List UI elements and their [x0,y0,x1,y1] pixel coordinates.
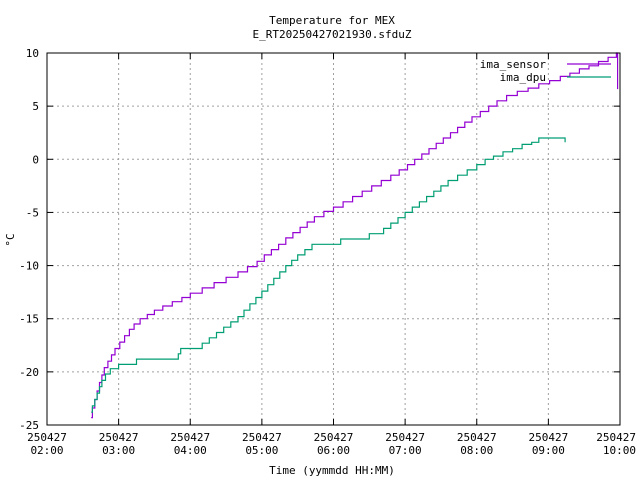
y-tick-label: 0 [32,153,39,166]
y-tick-label: -20 [19,366,39,379]
x-tick-label-date: 250427 [27,431,67,444]
legend-label: ima_dpu [500,71,546,84]
x-tick-label-date: 250427 [529,431,569,444]
x-axis-label: Time (yymmdd HH:MM) [269,464,395,477]
x-tick-label-time: 07:00 [389,444,422,457]
series-line-ima-sensor [91,52,619,419]
x-tick-label-date: 250427 [242,431,282,444]
x-tick-label-date: 250427 [314,431,354,444]
x-tick-label-time: 03:00 [102,444,135,457]
x-tick-label-date: 250427 [596,431,636,444]
x-tick-label-time: 02:00 [30,444,63,457]
chart-title: Temperature for MEX [269,14,395,27]
x-tick-label-date: 250427 [170,431,210,444]
chart-subtitle: E_RT20250427021930.sfduZ [253,28,412,41]
plot-frame [46,52,621,426]
legend-label: ima_sensor [480,58,547,71]
x-tick-label-time: 04:00 [174,444,207,457]
x-tick-label-time: 08:00 [460,444,493,457]
y-tick-label: -5 [26,206,39,219]
x-tick-label-date: 250427 [385,431,425,444]
y-axis-label: °C [4,233,17,246]
y-tick-label: -10 [19,260,39,273]
x-tick-label-time: 09:00 [532,444,565,457]
x-tick-label-time: 10:00 [603,444,636,457]
y-tick-label: 5 [32,100,39,113]
x-tick-label-time: 06:00 [317,444,350,457]
y-tick-label: 10 [26,47,39,60]
y-tick-label: -25 [19,419,39,432]
axis-ticks: -25-20-15-10-5051025042702:0025042703:00… [19,47,636,457]
y-tick-label: -15 [19,313,39,326]
x-tick-label-date: 250427 [457,431,497,444]
x-tick-label-date: 250427 [99,431,139,444]
series-lines [91,52,619,419]
series-line-ima-dpu [91,137,566,413]
x-tick-label-time: 05:00 [245,444,278,457]
grid-lines [47,53,620,425]
